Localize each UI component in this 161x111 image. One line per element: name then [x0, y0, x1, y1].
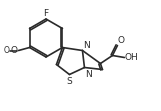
- Text: OH: OH: [125, 53, 139, 62]
- Text: F: F: [43, 9, 49, 18]
- Text: O: O: [11, 46, 18, 55]
- Text: S: S: [67, 76, 72, 85]
- Text: O: O: [118, 36, 125, 45]
- Text: O: O: [3, 46, 9, 55]
- Text: N: N: [83, 41, 90, 50]
- Text: N: N: [85, 69, 92, 78]
